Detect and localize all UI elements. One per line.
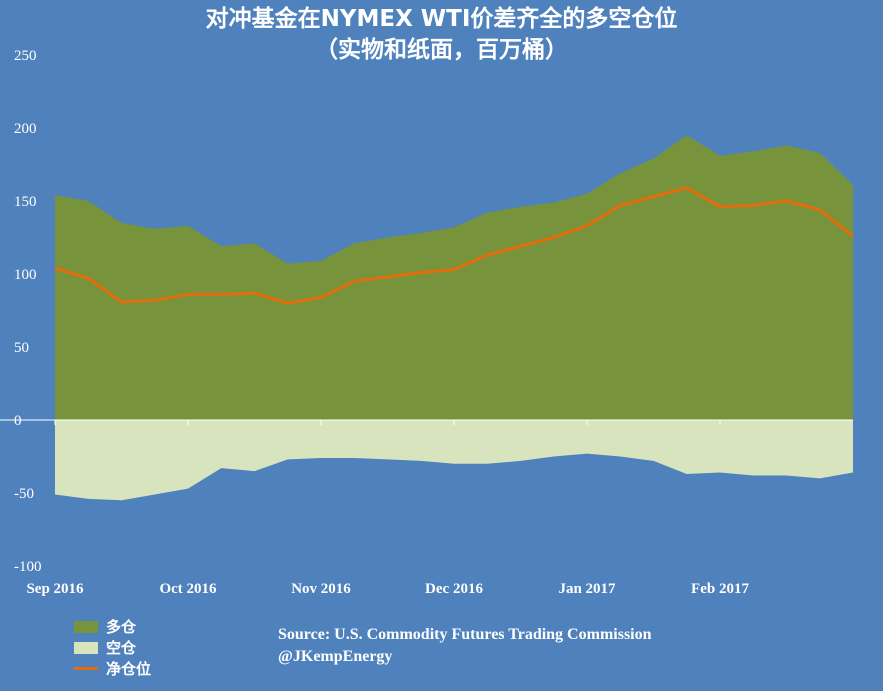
x-tick-label: Nov 2016: [291, 581, 351, 597]
y-tick-label: 100: [14, 267, 37, 283]
y-tick-label: -100: [14, 559, 42, 575]
legend-swatch-short: [74, 641, 98, 654]
chart-title: 对冲基金在NYMEX WTI价差齐全的多空仓位 （实物和纸面，百万桶）: [0, 4, 883, 66]
legend-item-short: 空仓: [74, 637, 151, 658]
y-tick-label: 250: [14, 48, 37, 64]
y-tick-label: 50: [14, 340, 29, 356]
legend: 多仓 空仓 净仓位: [74, 616, 151, 679]
series-short-area: [55, 420, 853, 501]
y-tick-label: 0: [14, 413, 22, 429]
legend-item-net: 净仓位: [74, 658, 151, 679]
x-tick-label: Feb 2017: [691, 581, 749, 597]
legend-label-net: 净仓位: [106, 660, 152, 678]
legend-item-long: 多仓: [74, 616, 151, 637]
x-tick-label: Oct 2016: [159, 581, 217, 597]
x-tick-label: Jan 2017: [558, 581, 616, 597]
source-text: Source: U.S. Commodity Futures Trading C…: [278, 626, 652, 643]
legend-swatch-net: [74, 667, 98, 670]
x-tick-label: Sep 2016: [26, 581, 84, 597]
y-tick-label: 150: [14, 194, 37, 210]
x-tick-label: Dec 2016: [425, 581, 483, 597]
legend-label-short: 空仓: [106, 639, 137, 657]
credit-text: @JKempEnergy: [278, 648, 393, 665]
legend-label-long: 多仓: [106, 618, 137, 636]
series-net-line: [54, 186, 854, 305]
title-line-1: 对冲基金在NYMEX WTI价差齐全的多空仓位: [205, 6, 678, 32]
source-note: Source: U.S. Commodity Futures Trading C…: [278, 624, 652, 668]
y-tick-label: -50: [14, 486, 34, 502]
legend-swatch-long: [74, 620, 98, 633]
y-tick-label: 200: [14, 121, 37, 137]
title-line-2: （实物和纸面，百万桶）: [315, 37, 568, 63]
series-long-area: [55, 135, 853, 421]
